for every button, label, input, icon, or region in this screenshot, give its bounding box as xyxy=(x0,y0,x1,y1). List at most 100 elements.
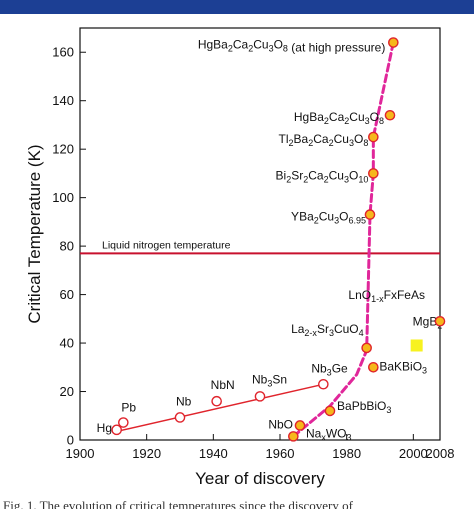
point-label: NbN xyxy=(211,378,235,392)
data-point-open xyxy=(111,424,122,436)
formula-part: O xyxy=(274,38,283,52)
subscript: 3 xyxy=(334,216,339,226)
data-point-open xyxy=(174,412,186,423)
point-label: NaxWO3 xyxy=(306,426,352,442)
formula-part: Pb xyxy=(352,399,367,413)
formula-part: Ca xyxy=(313,132,329,146)
formula-part: O xyxy=(377,399,386,413)
data-point xyxy=(384,109,396,121)
y-tick-label: 80 xyxy=(60,239,74,254)
point-label: HgBa2Ca2Cu3O8 xyxy=(294,110,384,126)
formula-part: Na xyxy=(306,426,322,440)
formula-part: Hg xyxy=(198,38,213,52)
y-tick-label: 0 xyxy=(67,433,74,448)
formula-part: Ca xyxy=(233,38,249,52)
formula-part: O xyxy=(362,288,371,302)
formula-part: Ba xyxy=(213,38,228,52)
formula-part: Ba xyxy=(299,210,314,224)
formula-part: Y xyxy=(291,210,299,224)
figure-caption: Fig. 1. The evolution of critical temper… xyxy=(3,499,353,509)
data-point xyxy=(368,168,379,179)
formula-part: Ba xyxy=(379,359,394,373)
subscript: 3 xyxy=(347,432,352,442)
formula-part: Ge xyxy=(332,361,348,375)
formula-part: O xyxy=(349,322,358,336)
point-label: Bi2Sr2Ca2Cu3O10 xyxy=(276,168,369,184)
formula-part: O xyxy=(337,426,346,440)
subscript: 3 xyxy=(365,116,370,126)
formula-part: Bi xyxy=(366,399,377,413)
y-tick-label: 60 xyxy=(60,287,74,302)
formula-part: O xyxy=(370,110,379,124)
dashed-trend-line xyxy=(291,41,395,438)
data-point xyxy=(324,405,336,417)
formula-part: Hg xyxy=(294,110,309,124)
subscript: 10 xyxy=(358,174,368,184)
subscript: 3 xyxy=(329,328,334,338)
subscript: 3 xyxy=(267,378,272,388)
subscript: 2 xyxy=(314,216,319,226)
formula-part: Ln xyxy=(348,288,361,302)
data-point-open xyxy=(318,378,329,390)
point-label: Pb xyxy=(121,401,136,415)
formula-part: O xyxy=(339,210,348,224)
subscript: 2 xyxy=(286,174,291,184)
formula-part: Cu xyxy=(334,322,349,336)
x-tick-label: 1960 xyxy=(266,446,295,461)
subscript: 6.95 xyxy=(348,216,366,226)
formula-part: O xyxy=(413,359,422,373)
formula-part: Cu xyxy=(253,38,268,52)
point-label: Nb3Sn xyxy=(252,372,287,388)
conventional-fit-line xyxy=(113,383,324,433)
formula-part: Cu xyxy=(319,210,334,224)
formula-part: Ba xyxy=(337,399,352,413)
x-tick-label: 1980 xyxy=(332,446,361,461)
y-tick-label: 20 xyxy=(60,384,74,399)
plot-frame xyxy=(79,27,441,441)
formula-part: Nb xyxy=(311,361,327,375)
point-label: YBa2Cu3O6.95 xyxy=(291,210,366,226)
subscript: 3 xyxy=(386,405,391,415)
data-point-open xyxy=(254,391,266,402)
formula-part: Fx xyxy=(384,288,397,302)
formula-part: Cu xyxy=(329,168,344,182)
point-label: NbO xyxy=(268,417,293,431)
data-point xyxy=(361,342,372,354)
data-point xyxy=(434,315,446,327)
point-label: La2-xSr3CuO4 xyxy=(291,322,364,338)
top-color-bar xyxy=(0,0,474,14)
subscript: 8 xyxy=(363,138,368,148)
formula-part: Bi xyxy=(402,359,413,373)
formula-part: W xyxy=(326,426,338,440)
subscript: 2 xyxy=(308,138,313,148)
data-point-open xyxy=(211,395,222,407)
point-label: Hg xyxy=(97,421,112,435)
formula-part: Ca xyxy=(308,168,324,182)
subscript: 3 xyxy=(349,138,354,148)
data-point xyxy=(368,361,379,373)
subscript: 3 xyxy=(269,44,274,54)
point-label: Nb xyxy=(176,394,192,408)
formula-part: Cu xyxy=(349,110,364,124)
subscript: 3 xyxy=(422,365,427,375)
subscript: 1-x xyxy=(371,294,384,304)
subscript: 2 xyxy=(329,138,334,148)
data-point xyxy=(294,420,306,431)
nitrogen-reference-label: Liquid nitrogen temperature xyxy=(102,239,231,251)
formula-part: K xyxy=(394,359,402,373)
formula-part: Sr xyxy=(317,322,329,336)
y-tick-label: 100 xyxy=(52,190,74,205)
subscript: 4 xyxy=(359,328,364,338)
x-tick-label: 1940 xyxy=(199,446,228,461)
x-axis-label: Year of discovery xyxy=(195,469,325,488)
subscript: 3 xyxy=(327,367,332,377)
y-tick-label: 160 xyxy=(52,45,74,60)
subscript: 2 xyxy=(324,116,329,126)
x-tick-label: 1900 xyxy=(66,446,95,461)
formula-part: O xyxy=(349,168,358,182)
x-tick-label: 2000 xyxy=(399,446,428,461)
formula-part: Ca xyxy=(329,110,345,124)
y-tick-label: 40 xyxy=(60,336,74,351)
formula-part: Ba xyxy=(309,110,324,124)
